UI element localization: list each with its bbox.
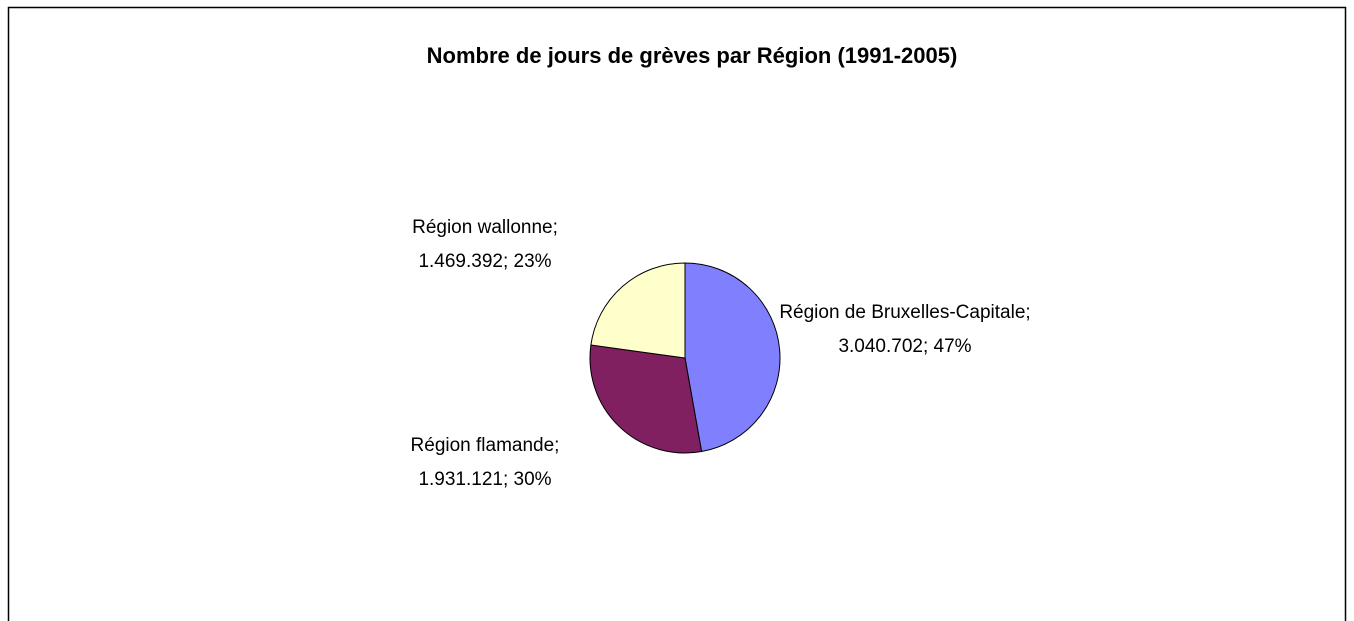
slice-label: Région flamande; 1.931.121; 30% bbox=[410, 435, 560, 490]
pie-slice bbox=[589, 344, 703, 454]
pie-slice bbox=[684, 262, 781, 453]
chart-title: Nombre de jours de grèves par Région (19… bbox=[427, 43, 958, 68]
slice-label: Région de Bruxelles-Capitale; 3.040.702;… bbox=[779, 302, 1031, 357]
pie-slice bbox=[590, 262, 686, 359]
slice-label: Région wallonne; 1.469.392; 23% bbox=[412, 217, 558, 272]
chart-frame bbox=[7, 6, 1347, 621]
